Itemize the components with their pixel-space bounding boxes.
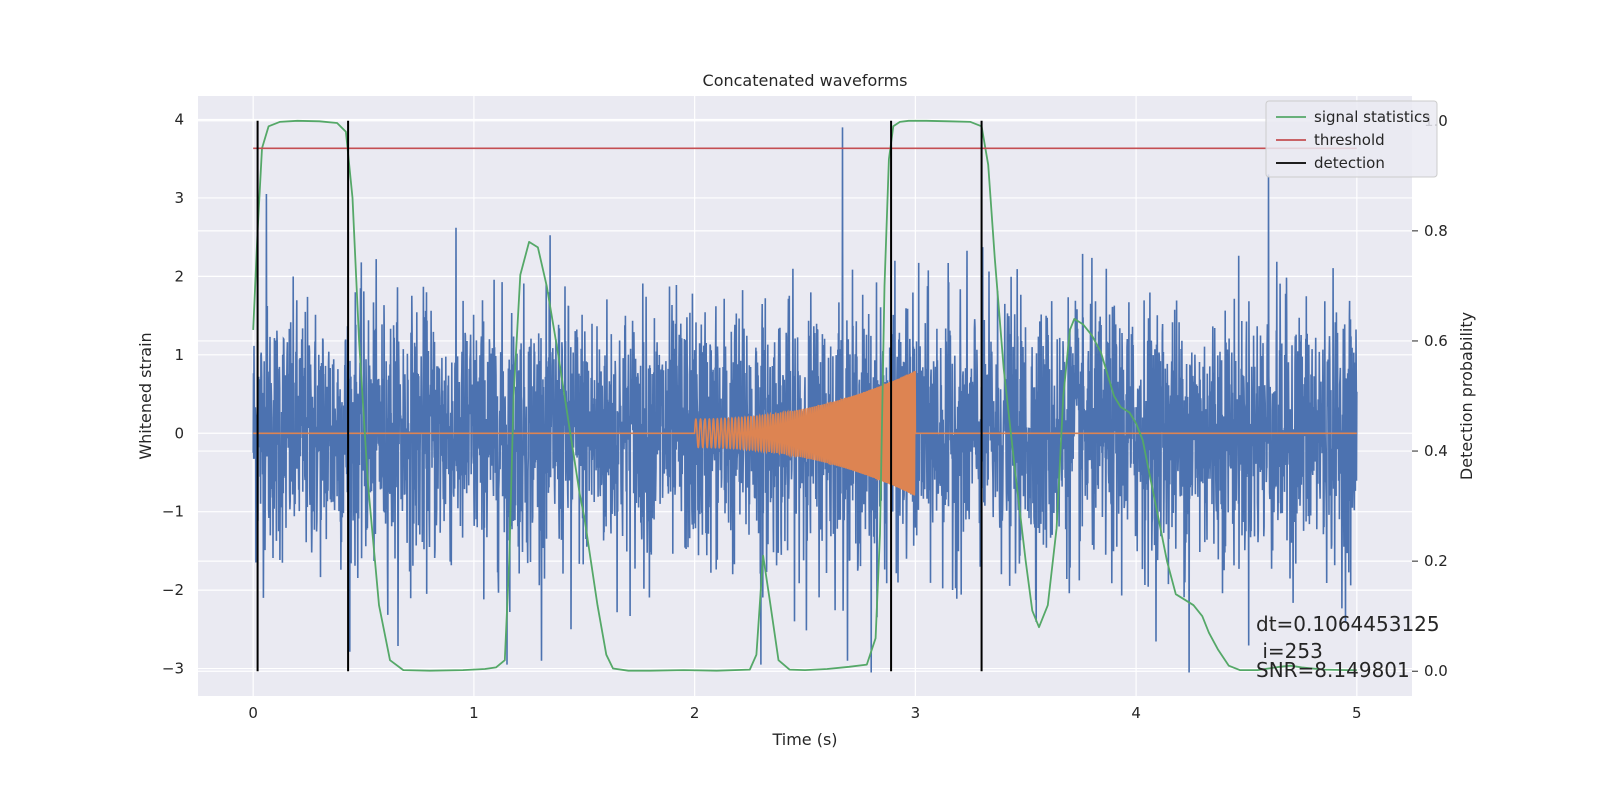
noise-line (252, 127, 1358, 673)
legend: signal statistics threshold detection (1265, 100, 1438, 178)
legend-label-signal-statistics: signal statistics (1314, 108, 1430, 126)
noise-series (252, 127, 1358, 673)
right-axis-series (252, 119, 1357, 672)
x-tick-label: 1 (469, 704, 479, 722)
annotation-line-i: i=253 (1256, 639, 1323, 663)
y2-tick-label: 0.6 (1424, 332, 1448, 350)
y-tick-label: −1 (162, 503, 184, 521)
y2-tick-label: 0.0 (1424, 662, 1448, 680)
y-tick-label: 4 (174, 111, 184, 129)
chart-title: Concatenated waveforms (703, 71, 908, 90)
legend-label-detection: detection (1314, 154, 1385, 172)
y2-tick-label: 0.8 (1424, 222, 1448, 240)
injection-series (253, 370, 1357, 496)
y-tick-label: −3 (162, 660, 184, 678)
y-tick-label: 0 (174, 424, 184, 442)
x-tick-label: 5 (1352, 704, 1362, 722)
y-tick-label: 1 (174, 346, 184, 364)
x-axis-label: Time (s) (771, 730, 837, 749)
y2-tick-label: 0.2 (1424, 552, 1448, 570)
y-axis-left: −3 −2 −1 0 1 2 3 4 (162, 111, 184, 678)
y-tick-label: 3 (174, 189, 184, 207)
x-tick-label: 0 (248, 704, 258, 722)
x-tick-label: 4 (1131, 704, 1141, 722)
y-axis-right: 0.00.20.40.60.81.0 (1412, 112, 1448, 680)
legend-label-threshold: threshold (1314, 131, 1385, 149)
x-tick-label: 3 (911, 704, 921, 722)
y-tick-label: −2 (162, 581, 184, 599)
y-tick-label: 2 (174, 267, 184, 285)
y2-tick-label: 0.4 (1424, 442, 1448, 460)
annotation-line-dt: dt=0.1064453125 (1256, 612, 1440, 636)
y-axis-label: Whitened strain (136, 332, 155, 459)
legend-box (1265, 100, 1438, 178)
y2-axis-label: Detection probability (1457, 312, 1476, 480)
annotation: dt=0.1064453125 i=253 SNR=8.149801 (1256, 612, 1440, 682)
injection-line (253, 370, 1357, 496)
x-axis: 0 1 2 3 4 5 (248, 704, 1361, 722)
signal-statistics-line (252, 119, 1357, 672)
x-tick-label: 2 (690, 704, 700, 722)
annotation-line-snr: SNR=8.149801 (1256, 658, 1410, 682)
